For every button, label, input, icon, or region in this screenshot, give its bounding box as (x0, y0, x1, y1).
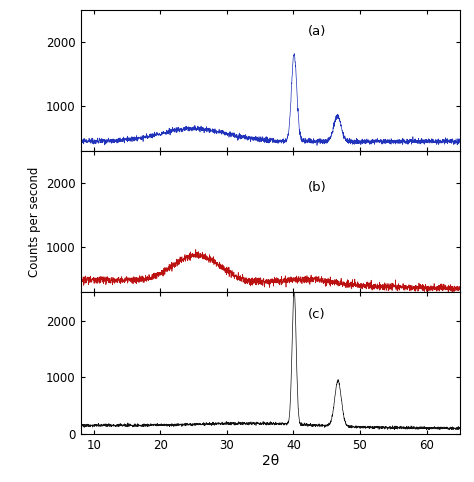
Text: (c): (c) (308, 308, 326, 321)
Text: (a): (a) (308, 25, 327, 38)
Text: (b): (b) (308, 181, 327, 194)
X-axis label: 2θ: 2θ (262, 455, 279, 469)
Y-axis label: Counts per second: Counts per second (27, 167, 41, 277)
